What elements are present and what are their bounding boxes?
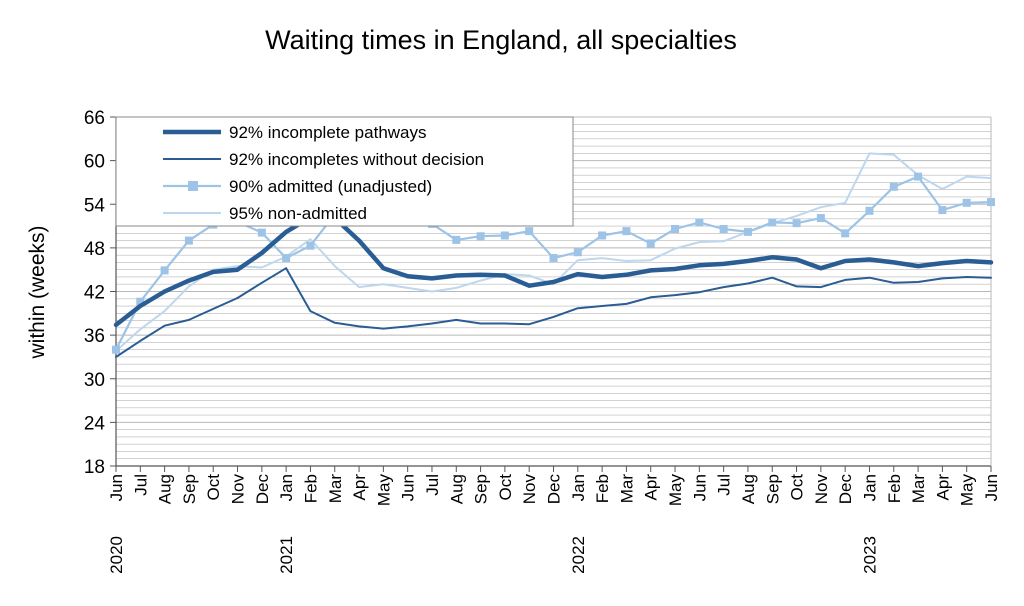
data-point — [987, 198, 995, 207]
data-point — [549, 254, 558, 263]
x-tick-label: Apr — [933, 474, 952, 501]
x-tick-label: May — [958, 474, 977, 507]
x-tick-label: Apr — [350, 474, 369, 501]
data-point — [452, 235, 461, 244]
legend-label: 92% incompletes without decision — [229, 150, 484, 169]
x-tick-label: Jul — [423, 474, 442, 496]
x-tick-label: May — [374, 474, 393, 507]
x-tick-label: Aug — [156, 474, 175, 504]
x-tick-label: Aug — [739, 474, 758, 504]
y-tick-label: 66 — [84, 108, 105, 129]
x-tick-label: Sep — [763, 474, 782, 504]
y-tick-label: 60 — [84, 152, 105, 173]
chart-title: Waiting times in England, all specialtie… — [265, 25, 737, 55]
x-tick-label: Oct — [496, 474, 515, 501]
x-tick-label: Aug — [447, 474, 466, 504]
x-tick-label: Jul — [131, 474, 150, 496]
x-tick-label: Nov — [229, 474, 248, 505]
data-point — [768, 218, 777, 227]
x-tick-label: Mar — [909, 474, 928, 504]
x-tick-label: Dec — [836, 474, 855, 505]
series-line-0 — [113, 215, 994, 328]
x-tick-label: Jun — [982, 474, 1001, 501]
data-point — [573, 248, 582, 257]
data-point — [743, 227, 752, 236]
x-tick-label: Jul — [715, 474, 734, 496]
data-point — [962, 198, 971, 207]
x-tick-label: Dec — [253, 474, 272, 505]
x-year-label: 2020 — [107, 536, 126, 574]
x-tick-label: Jun — [107, 474, 126, 501]
x-tick-label: Feb — [593, 474, 612, 503]
x-tick-label: Mar — [326, 474, 345, 504]
data-point — [306, 241, 315, 250]
x-tick-label: Jan — [860, 474, 879, 501]
x-year-label: 2022 — [569, 536, 588, 574]
x-tick-label: Nov — [520, 474, 539, 505]
x-tick-label: May — [666, 474, 685, 507]
legend-marker — [188, 181, 198, 191]
data-point — [841, 229, 850, 238]
data-point — [598, 231, 607, 240]
data-point — [622, 227, 631, 236]
x-tick-label: Feb — [885, 474, 904, 503]
data-point — [112, 345, 120, 354]
y-tick-labels: 18 24 30 36 42 48 54 60 66 — [84, 108, 106, 478]
y-axis-label: within (weeks) — [26, 225, 49, 359]
legend-label: 90% admitted (unadjusted) — [229, 177, 432, 196]
data-point — [792, 219, 801, 228]
x-tick-label: Nov — [812, 474, 831, 505]
x-tick-label: Dec — [545, 474, 564, 505]
x-year-label: 2021 — [277, 536, 296, 574]
data-point — [816, 214, 825, 223]
data-point — [136, 297, 145, 306]
y-tick-label: 30 — [84, 370, 105, 391]
y-tick-label: 48 — [84, 239, 105, 260]
data-point — [695, 218, 704, 227]
data-point — [646, 239, 655, 248]
x-tick-label: Oct — [788, 474, 807, 501]
data-point — [184, 236, 193, 245]
data-point — [500, 231, 509, 240]
data-point — [719, 224, 728, 233]
data-point — [865, 206, 874, 215]
x-tick-label: Apr — [642, 474, 661, 501]
data-point — [889, 182, 898, 191]
y-tick-label: 42 — [84, 283, 105, 304]
x-tick-label: Jun — [690, 474, 709, 501]
data-point — [476, 232, 485, 241]
y-tick-label: 54 — [84, 195, 106, 216]
y-tick-label: 24 — [84, 413, 106, 434]
data-point — [257, 228, 266, 237]
x-tick-label: Jan — [569, 474, 588, 501]
data-point — [160, 266, 169, 275]
data-point — [282, 254, 291, 263]
y-tick-label: 36 — [84, 326, 105, 347]
gridlines — [116, 116, 991, 467]
x-tick-labels: Jun Jul Aug Sep Oct Nov Dec Jan Feb Mar Apr May Jun J… — [107, 474, 1001, 574]
data-point — [914, 172, 923, 181]
legend-box — [115, 116, 574, 227]
y-tick-label: 18 — [84, 457, 105, 478]
x-tick-label: Oct — [204, 474, 223, 501]
x-tick-label: Sep — [180, 474, 199, 504]
data-point — [671, 224, 680, 233]
data-point — [525, 227, 534, 236]
x-tick-label: Feb — [301, 474, 320, 503]
x-tick-label: Jan — [277, 474, 296, 501]
legend: 92% incomplete pathways 92% incompletes w… — [115, 116, 574, 227]
data-point — [938, 206, 947, 215]
series-line-1 — [115, 267, 992, 358]
legend-label: 92% incomplete pathways — [229, 123, 427, 142]
x-year-label: 2023 — [860, 536, 879, 574]
x-tick-label: Sep — [472, 474, 491, 504]
x-tick-label: Mar — [617, 474, 636, 504]
x-tick-label: Jun — [399, 474, 418, 501]
legend-label: 95% non-admitted — [229, 204, 367, 223]
